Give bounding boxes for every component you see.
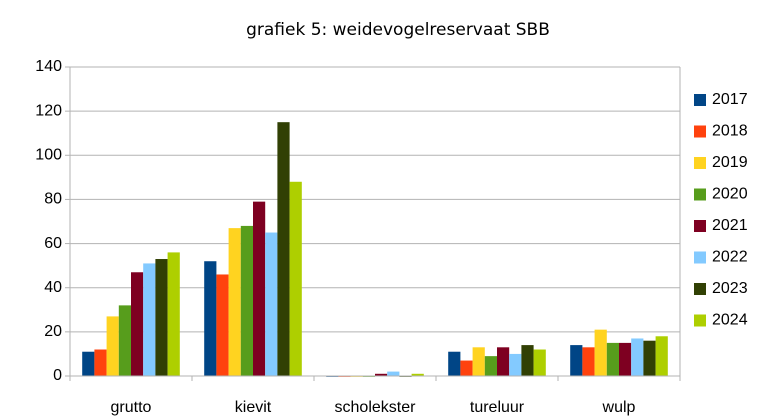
legend-swatch bbox=[694, 188, 706, 201]
bar bbox=[265, 232, 278, 376]
y-tick-label: 80 bbox=[44, 191, 62, 208]
bar bbox=[143, 263, 156, 376]
legend-label: 2022 bbox=[712, 249, 748, 266]
bar bbox=[472, 347, 485, 376]
bar bbox=[216, 274, 229, 376]
legend-label: 2020 bbox=[712, 186, 748, 203]
x-tick-label: kievit bbox=[235, 399, 272, 416]
bar bbox=[82, 351, 95, 376]
legend-label: 2021 bbox=[712, 217, 748, 234]
legend-swatch bbox=[694, 220, 706, 232]
y-tick-label: 0 bbox=[53, 367, 62, 384]
bar bbox=[167, 252, 180, 376]
y-tick-label: 140 bbox=[35, 58, 62, 75]
legend-label: 2023 bbox=[712, 280, 748, 297]
legend-swatch bbox=[694, 251, 706, 264]
bar bbox=[631, 338, 644, 376]
y-tick-label: 20 bbox=[44, 323, 62, 340]
bar bbox=[204, 261, 217, 376]
bar bbox=[387, 371, 400, 376]
y-tick-label: 120 bbox=[35, 102, 62, 119]
legend-label: 2018 bbox=[712, 123, 748, 140]
legend-label: 2024 bbox=[712, 312, 748, 329]
bar bbox=[228, 228, 241, 376]
x-tick-label: tureluur bbox=[470, 399, 525, 416]
bar bbox=[643, 340, 656, 376]
bar bbox=[497, 347, 510, 376]
bar bbox=[240, 225, 253, 376]
bar bbox=[131, 272, 144, 376]
bar bbox=[411, 373, 424, 376]
bar bbox=[94, 349, 107, 376]
legend-label: 2017 bbox=[712, 91, 748, 108]
bar bbox=[484, 356, 497, 376]
bar bbox=[375, 373, 388, 376]
legend-swatch bbox=[694, 125, 706, 138]
legend-swatch bbox=[694, 157, 706, 169]
legend-swatch bbox=[694, 94, 706, 106]
x-tick-label: wulp bbox=[602, 399, 636, 416]
y-tick-label: 100 bbox=[35, 147, 62, 164]
legend-swatch bbox=[694, 314, 706, 327]
y-tick-label: 60 bbox=[44, 235, 62, 252]
bar bbox=[582, 347, 595, 376]
bar bbox=[106, 316, 119, 376]
bar bbox=[118, 305, 131, 376]
bar bbox=[509, 353, 522, 376]
bar bbox=[594, 329, 607, 376]
bar bbox=[155, 259, 168, 376]
bar bbox=[655, 336, 668, 376]
bar bbox=[606, 342, 619, 376]
bar bbox=[533, 349, 546, 376]
bar bbox=[448, 351, 461, 376]
bar bbox=[521, 345, 534, 376]
x-tick-label: grutto bbox=[111, 399, 152, 416]
legend-swatch bbox=[694, 283, 706, 295]
bar bbox=[253, 201, 266, 376]
bar bbox=[277, 122, 290, 376]
legend-label: 2019 bbox=[712, 154, 748, 171]
x-tick-label: scholekster bbox=[335, 399, 417, 416]
chart-title: grafiek 5: weidevogelreservaat SBB bbox=[246, 20, 550, 40]
bar bbox=[460, 360, 473, 376]
y-tick-label: 40 bbox=[44, 279, 62, 296]
bar bbox=[570, 345, 583, 376]
bar bbox=[619, 342, 632, 376]
bar bbox=[289, 181, 302, 376]
